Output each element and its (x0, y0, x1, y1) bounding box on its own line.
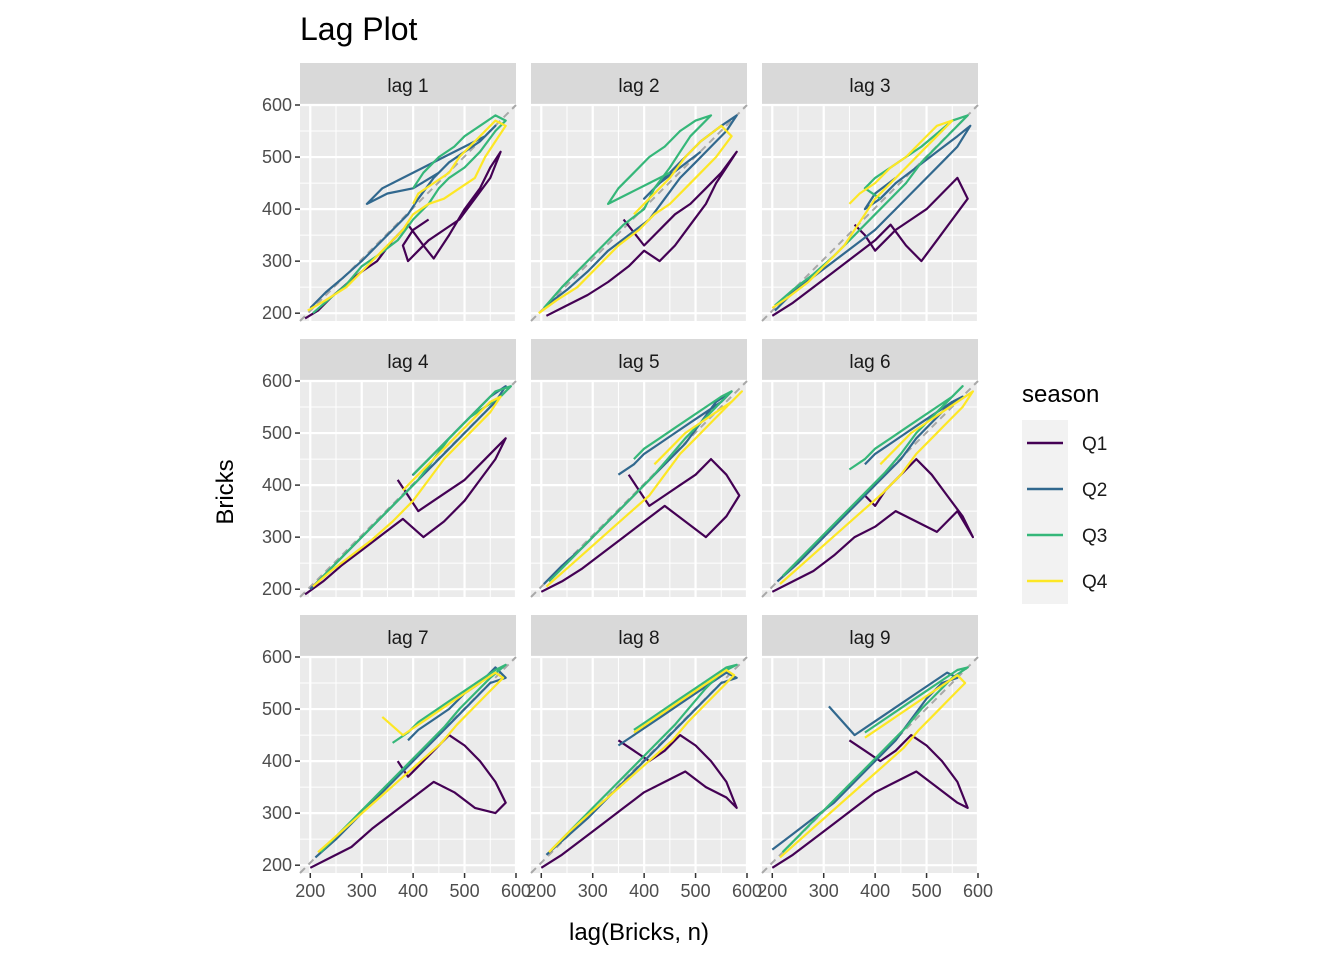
panel-strip-label: lag 6 (849, 352, 890, 373)
legend-label-q3: Q3 (1082, 526, 1107, 547)
series-line-q1 (771, 176, 969, 317)
panel-strip-label: lag 4 (387, 352, 429, 373)
x-tick-label: 300 (347, 881, 377, 901)
x-tick-label: 300 (578, 881, 608, 901)
x-tick-label: 500 (681, 881, 711, 901)
y-axis-title: Bricks (212, 459, 239, 524)
legend-label-q2: Q2 (1082, 480, 1107, 501)
series-line-q1 (545, 150, 738, 317)
series-line-q1 (771, 734, 969, 869)
y-tick-label: 300 (262, 803, 292, 823)
x-axis-title: lag(Bricks, n) (569, 919, 709, 946)
x-tick-label: 300 (809, 881, 839, 901)
panel-4: lag 4 200 300 400 500 600 (262, 339, 518, 599)
panel-strip (531, 339, 747, 381)
y-tick-label: 600 (262, 371, 292, 391)
y-tick-label: 500 (262, 147, 292, 167)
x-tick-label: 500 (912, 881, 942, 901)
series-line-q2 (774, 124, 972, 312)
series-line-q1 (304, 437, 507, 596)
series-line-q4 (779, 674, 967, 859)
series-line-q4 (779, 390, 974, 585)
panel-strip-label: lag 2 (618, 76, 659, 97)
x-tick-label: 400 (629, 881, 659, 901)
panel-strip (300, 63, 516, 105)
series-line-q2 (771, 671, 959, 851)
legend-title: season (1022, 381, 1099, 408)
series-line-q4 (317, 671, 505, 854)
x-tick-label: 600 (732, 881, 762, 901)
legend: season Q1 Q2 Q3 Q4 (1022, 381, 1108, 604)
y-tick-label: 400 (262, 475, 292, 495)
panel-1: lag 1 200 300 400 500 600 (262, 63, 518, 323)
x-tick-label: 400 (398, 881, 428, 901)
chart-title: Lag Plot (300, 11, 418, 47)
panel-strip (300, 339, 516, 381)
reference-line (530, 104, 748, 322)
panel-strip (531, 615, 747, 657)
series-line-q3 (312, 114, 507, 315)
panel-3: lag 3 (761, 63, 980, 322)
panel-strip (762, 615, 978, 657)
x-tick-label: 600 (963, 881, 993, 901)
panel-strip-label: lag 9 (849, 628, 890, 649)
panel-7: lag 7 200 300 400 500 600 200 300 400 500 600 (262, 615, 531, 901)
y-tick-label: 500 (262, 423, 292, 443)
panel-strip-label: lag 5 (618, 352, 659, 373)
panel-strip (531, 63, 747, 105)
panel-strip (762, 63, 978, 105)
series-line-q4 (545, 390, 743, 588)
series-line-q4 (307, 119, 507, 312)
series-line-q4 (312, 395, 502, 588)
series-line-q4 (771, 119, 954, 309)
y-tick-label: 200 (262, 579, 292, 599)
panel-strip (762, 339, 978, 381)
x-tick-label: 400 (860, 881, 890, 901)
y-tick-label: 500 (262, 699, 292, 719)
y-tick-label: 600 (262, 95, 292, 115)
series-line-q3 (314, 385, 512, 585)
x-tick-label: 500 (450, 881, 480, 901)
y-tick-label: 300 (262, 527, 292, 547)
series-line-q4 (548, 668, 736, 853)
x-tick-label: 200 (295, 881, 325, 901)
x-tick-label: 200 (757, 881, 787, 901)
series-line-q3 (319, 663, 507, 853)
series-line-q3 (548, 390, 733, 583)
series-line-q3 (781, 385, 964, 577)
y-tick-label: 200 (262, 303, 292, 323)
panel-strip-label: lag 3 (849, 76, 890, 97)
series-line-q2 (309, 124, 497, 309)
panel-8: lag 8 200 300 400 500 600 (526, 615, 762, 901)
series-line-q2 (314, 666, 507, 859)
y-tick-label: 400 (262, 751, 292, 771)
y-tick-label: 400 (262, 199, 292, 219)
panel-strip-label: lag 7 (387, 628, 428, 649)
series-line-q3 (543, 114, 713, 309)
legend-label-q1: Q1 (1082, 434, 1107, 455)
x-tick-label: 200 (526, 881, 556, 901)
panel-strip-label: lag 8 (618, 628, 659, 649)
panel-6: lag 6 (761, 339, 980, 598)
panel-2: lag 2 (530, 63, 749, 322)
panel-strip (300, 615, 516, 657)
y-tick-label: 600 (262, 647, 292, 667)
x-tick-label: 600 (501, 881, 531, 901)
y-tick-label: 300 (262, 251, 292, 271)
series-line-q1 (540, 458, 741, 593)
series-line-q3 (550, 663, 738, 851)
series-line-q1 (540, 734, 738, 869)
panel-5: lag 5 (530, 339, 749, 598)
panel-strip-label: lag 1 (387, 76, 428, 97)
series-line-q3 (781, 666, 969, 853)
panel-9: lag 9 200 300 400 500 600 (757, 615, 993, 901)
y-tick-label: 200 (262, 855, 292, 875)
series-line-q4 (538, 124, 733, 315)
legend-label-q4: Q4 (1082, 572, 1108, 593)
